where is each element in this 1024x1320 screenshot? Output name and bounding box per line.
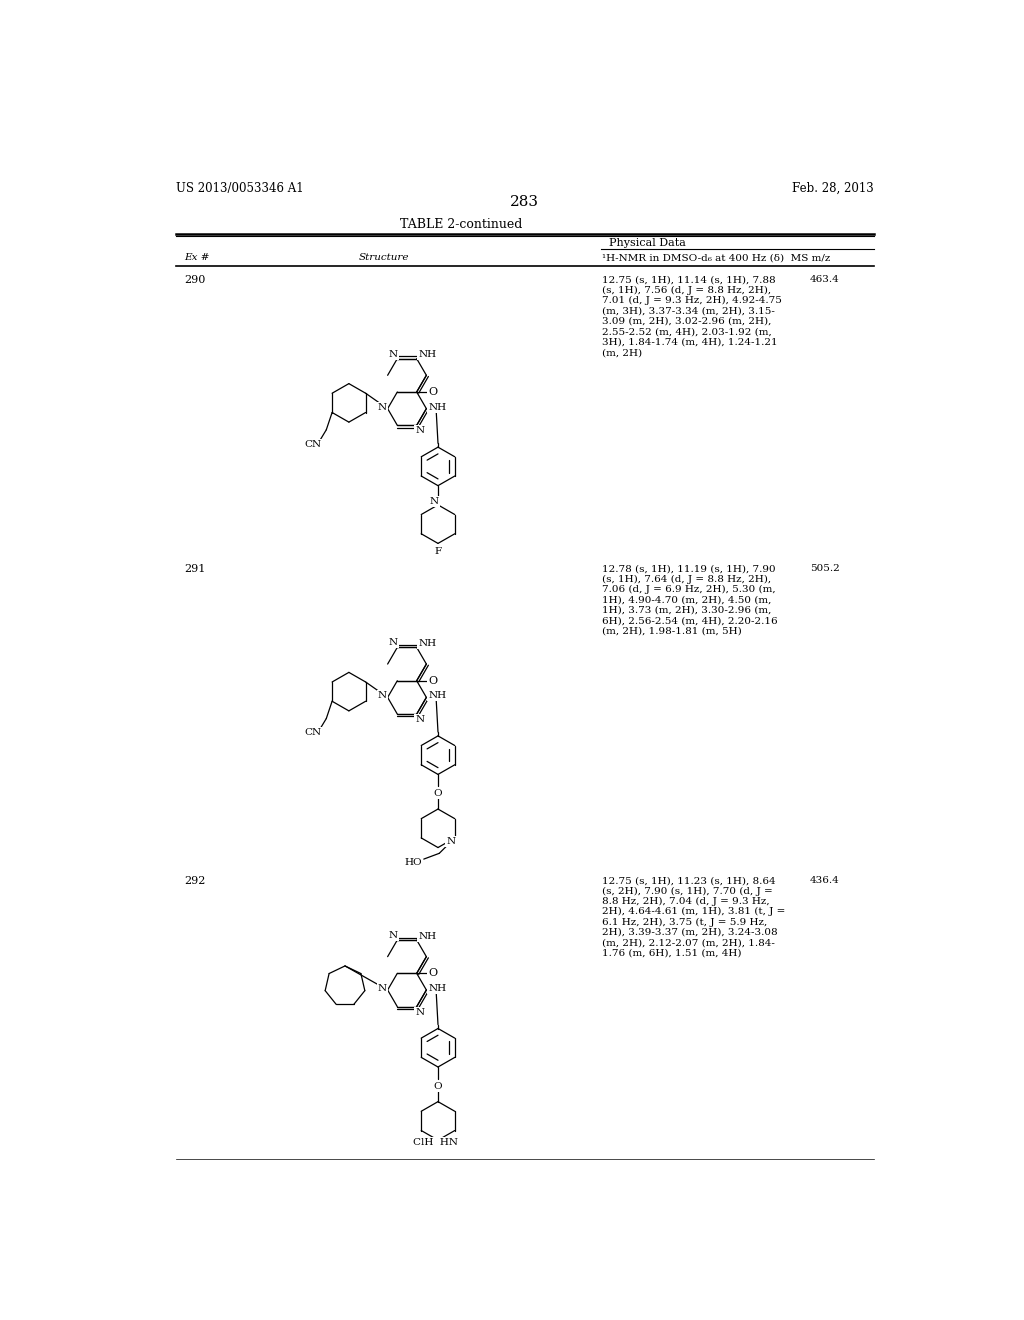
- Text: 7.01 (d, J = 9.3 Hz, 2H), 4.92-4.75: 7.01 (d, J = 9.3 Hz, 2H), 4.92-4.75: [602, 296, 782, 305]
- Text: NH: NH: [428, 403, 446, 412]
- Text: CN: CN: [304, 729, 322, 738]
- Text: 12.75 (s, 1H), 11.23 (s, 1H), 8.64: 12.75 (s, 1H), 11.23 (s, 1H), 8.64: [602, 876, 776, 884]
- Text: N: N: [446, 837, 456, 846]
- Text: NH: NH: [419, 350, 436, 359]
- Text: O: O: [428, 969, 437, 978]
- Text: 2H), 3.39-3.37 (m, 2H), 3.24-3.08: 2H), 3.39-3.37 (m, 2H), 3.24-3.08: [602, 928, 778, 937]
- Text: (m, 2H), 1.98-1.81 (m, 5H): (m, 2H), 1.98-1.81 (m, 5H): [602, 627, 742, 635]
- Text: (m, 2H), 2.12-2.07 (m, 2H), 1.84-: (m, 2H), 2.12-2.07 (m, 2H), 1.84-: [602, 939, 775, 948]
- Text: NH: NH: [419, 639, 436, 648]
- Text: 291: 291: [183, 564, 205, 574]
- Text: O: O: [434, 789, 442, 799]
- Text: O: O: [428, 676, 437, 685]
- Text: 3H), 1.84-1.74 (m, 4H), 1.24-1.21: 3H), 1.84-1.74 (m, 4H), 1.24-1.21: [602, 338, 778, 347]
- Text: 7.06 (d, J = 6.9 Hz, 2H), 5.30 (m,: 7.06 (d, J = 6.9 Hz, 2H), 5.30 (m,: [602, 585, 776, 594]
- Text: 505.2: 505.2: [810, 564, 840, 573]
- Text: NH: NH: [419, 932, 436, 941]
- Text: 2.55-2.52 (m, 4H), 2.03-1.92 (m,: 2.55-2.52 (m, 4H), 2.03-1.92 (m,: [602, 327, 772, 337]
- Text: O: O: [428, 387, 437, 397]
- Text: N: N: [378, 692, 387, 701]
- Text: N: N: [415, 1007, 424, 1016]
- Text: (m, 3H), 3.37-3.34 (m, 2H), 3.15-: (m, 3H), 3.37-3.34 (m, 2H), 3.15-: [602, 306, 775, 315]
- Text: N: N: [389, 350, 398, 359]
- Text: CN: CN: [304, 440, 322, 449]
- Text: 6.1 Hz, 2H), 3.75 (t, J = 5.9 Hz,: 6.1 Hz, 2H), 3.75 (t, J = 5.9 Hz,: [602, 917, 768, 927]
- Text: Structure: Structure: [358, 253, 409, 263]
- Text: 1H), 3.73 (m, 2H), 3.30-2.96 (m,: 1H), 3.73 (m, 2H), 3.30-2.96 (m,: [602, 606, 772, 615]
- Text: 292: 292: [183, 876, 205, 886]
- Text: (s, 1H), 7.64 (d, J = 8.8 Hz, 2H),: (s, 1H), 7.64 (d, J = 8.8 Hz, 2H),: [602, 574, 771, 583]
- Text: (m, 2H): (m, 2H): [602, 348, 642, 358]
- Text: N: N: [415, 426, 424, 436]
- Text: US 2013/0053346 A1: US 2013/0053346 A1: [176, 182, 304, 194]
- Text: 1.76 (m, 6H), 1.51 (m, 4H): 1.76 (m, 6H), 1.51 (m, 4H): [602, 949, 741, 958]
- Text: ¹H-NMR in DMSO-d₆ at 400 Hz (δ)  MS m/z: ¹H-NMR in DMSO-d₆ at 400 Hz (δ) MS m/z: [602, 253, 830, 263]
- Text: 8.8 Hz, 2H), 7.04 (d, J = 9.3 Hz,: 8.8 Hz, 2H), 7.04 (d, J = 9.3 Hz,: [602, 896, 770, 906]
- Text: TABLE 2-continued: TABLE 2-continued: [400, 218, 522, 231]
- Text: O: O: [434, 1082, 442, 1090]
- Text: (s, 2H), 7.90 (s, 1H), 7.70 (d, J =: (s, 2H), 7.90 (s, 1H), 7.70 (d, J =: [602, 887, 773, 895]
- Text: (s, 1H), 7.56 (d, J = 8.8 Hz, 2H),: (s, 1H), 7.56 (d, J = 8.8 Hz, 2H),: [602, 286, 771, 294]
- Text: N: N: [378, 403, 387, 412]
- Text: 283: 283: [510, 195, 540, 210]
- Text: N: N: [378, 983, 387, 993]
- Text: 290: 290: [183, 276, 205, 285]
- Text: Physical Data: Physical Data: [609, 239, 686, 248]
- Text: 12.78 (s, 1H), 11.19 (s, 1H), 7.90: 12.78 (s, 1H), 11.19 (s, 1H), 7.90: [602, 564, 776, 573]
- Text: 3.09 (m, 2H), 3.02-2.96 (m, 2H),: 3.09 (m, 2H), 3.02-2.96 (m, 2H),: [602, 317, 772, 326]
- Text: ClH  HN: ClH HN: [413, 1138, 458, 1147]
- Text: Ex #: Ex #: [183, 253, 209, 263]
- Text: 12.75 (s, 1H), 11.14 (s, 1H), 7.88: 12.75 (s, 1H), 11.14 (s, 1H), 7.88: [602, 276, 776, 284]
- Text: 436.4: 436.4: [810, 876, 840, 884]
- Text: 463.4: 463.4: [810, 276, 840, 284]
- Text: N: N: [429, 496, 438, 506]
- Text: HO: HO: [404, 858, 422, 867]
- Text: 2H), 4.64-4.61 (m, 1H), 3.81 (t, J =: 2H), 4.64-4.61 (m, 1H), 3.81 (t, J =: [602, 907, 785, 916]
- Text: NH: NH: [428, 983, 446, 993]
- Text: N: N: [389, 639, 398, 647]
- Text: NH: NH: [428, 692, 446, 701]
- Text: 1H), 4.90-4.70 (m, 2H), 4.50 (m,: 1H), 4.90-4.70 (m, 2H), 4.50 (m,: [602, 595, 772, 605]
- Text: Feb. 28, 2013: Feb. 28, 2013: [792, 182, 873, 194]
- Text: F: F: [434, 546, 441, 556]
- Text: N: N: [389, 931, 398, 940]
- Text: 6H), 2.56-2.54 (m, 4H), 2.20-2.16: 6H), 2.56-2.54 (m, 4H), 2.20-2.16: [602, 616, 778, 626]
- Text: N: N: [415, 715, 424, 723]
